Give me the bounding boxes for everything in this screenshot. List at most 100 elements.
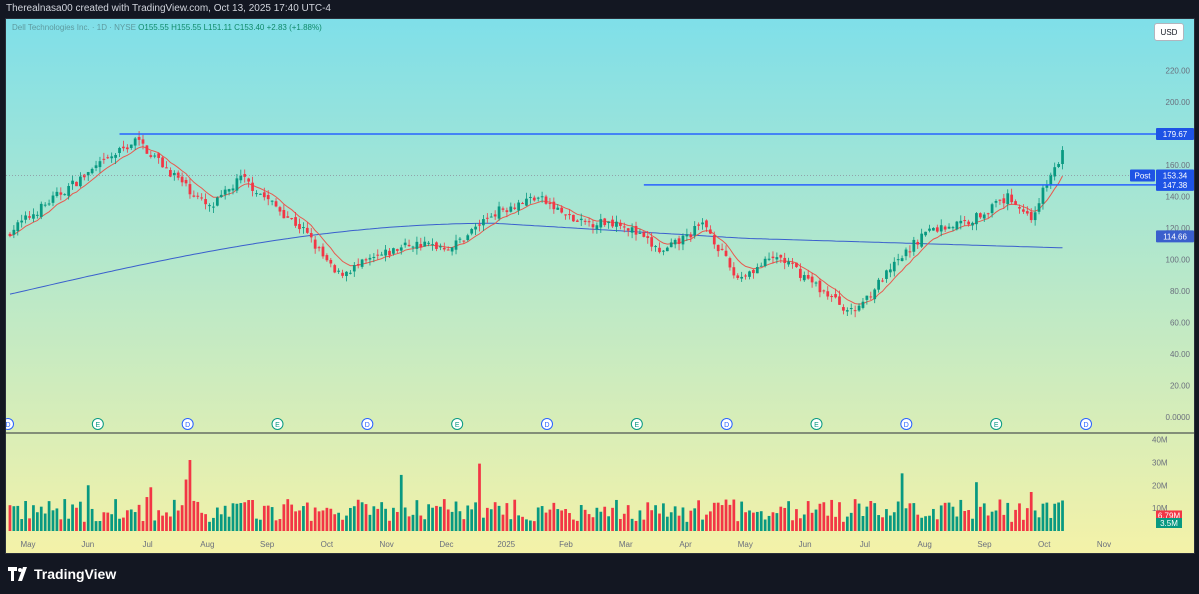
candle-body [591,224,595,228]
volume-bar [114,499,117,531]
candle-body [286,216,290,218]
candle-body [963,220,967,222]
candle-body [677,238,681,245]
volume-bar [705,514,708,531]
x-tick-label: Sep [260,540,275,549]
candle-body [564,214,567,216]
candle-body [990,204,994,214]
candle-body [838,296,841,305]
volume-bar [392,507,395,531]
candle-body [278,207,282,212]
volume-bar [857,503,861,531]
candle-body [423,241,427,247]
volume-value-label-bg [1156,510,1182,521]
candle-body [1014,201,1017,205]
volume-bar [98,521,102,531]
candle-body [791,262,794,264]
y-tick-label: 40.00 [1170,350,1191,359]
candle-body [493,214,497,217]
volume-bar [239,503,243,531]
candle-body [615,221,618,227]
volume-bar [39,506,43,531]
candle-body [701,222,704,225]
volume-bar [266,505,270,531]
symbol-name: Dell Technologies Inc. · 1D · NYSE [12,23,136,32]
volume-bar [900,473,904,531]
tradingview-logo[interactable]: TradingView [8,566,116,582]
volume-bar [1010,521,1014,531]
candle-body [462,240,466,242]
volume-bar [654,505,657,531]
volume-bar [744,512,747,531]
candle-body [900,258,904,261]
volume-bar [63,499,67,531]
candle-body [172,172,176,176]
candle-body [892,261,896,272]
candle-body [125,147,129,150]
volume-bar [1045,502,1049,531]
volume-bar [384,508,387,531]
candle-body [908,251,912,253]
candle-body [798,268,802,278]
volume-bar [55,508,59,531]
currency-button[interactable]: USD [1154,23,1184,41]
candle-body [352,265,356,272]
level-price-label-bg [1156,178,1194,191]
candle-body [329,259,333,264]
volume-bar [892,512,896,531]
candle-body [196,195,200,197]
candle-body [266,195,270,200]
x-tick-label: Jul [142,540,152,549]
candle-body [939,225,943,232]
volume-bar [462,519,466,531]
candle-body [853,310,857,312]
candle-body [489,216,493,218]
candle-body [35,214,39,216]
y-tick-label: 160.00 [1166,161,1191,170]
event-marker [900,418,913,430]
candle-body [227,189,231,192]
candle-body [595,225,599,230]
ohlc-legend: Dell Technologies Inc. · 1D · NYSE O155.… [12,23,322,32]
volume-bar [90,508,94,531]
price-chart[interactable]: 0.0000 20.00 40.00 60.00 80.00 100.00 120.00 14… [6,19,1194,553]
candle-body [904,249,908,257]
candle-body [1037,203,1041,212]
volume-bar [932,508,935,531]
volume-bar [685,521,689,531]
post-tag: Post [1134,171,1151,180]
candle-body [544,196,548,204]
candle-body [935,227,939,232]
volume-bar [94,521,98,531]
candle-body [349,272,352,274]
volume-bar [235,503,239,531]
low-value: L151.11 [203,23,232,32]
volume-bar [176,510,180,531]
volume-bar [321,510,325,531]
volume-bar [16,505,20,531]
volume-bar [575,520,579,531]
y-tick-label: 200.00 [1166,98,1191,107]
volume-bar [665,516,669,531]
volume-bar [939,505,943,531]
volume-tick-label: 40M [1152,436,1168,445]
volume-bar [86,485,90,531]
volume-bar [748,510,751,531]
candle-body [885,270,888,279]
x-tick-label: Oct [321,540,334,549]
candle-body [634,225,638,235]
candle-body [12,229,16,235]
candle-body [724,250,728,256]
candle-body [830,296,834,298]
candle-body [517,202,521,211]
chart-area[interactable]: 0.0000 20.00 40.00 60.00 80.00 100.00 120.00 14… [5,18,1195,554]
volume-bar [603,506,607,531]
candle-body [290,218,294,220]
volume-bar [376,508,380,531]
volume-bar [865,506,869,531]
volume-bar [509,519,513,531]
candle-body [51,195,55,203]
volume-bar [724,499,728,531]
candle-body [579,218,583,221]
volume-bar [943,502,947,531]
